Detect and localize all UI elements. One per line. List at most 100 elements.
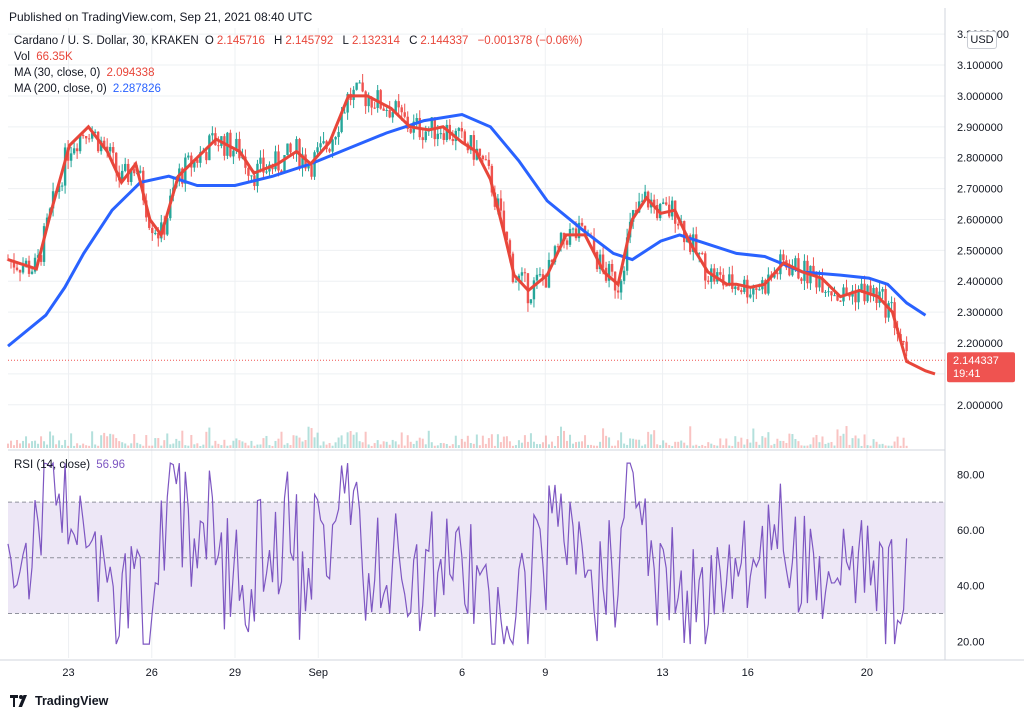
volume-bar (70, 433, 73, 448)
ma30-legend[interactable]: MA (30, close, 0) 2.094338 (14, 67, 157, 79)
volume-bar (178, 440, 181, 448)
candle-body (734, 286, 737, 289)
volume-bar (136, 442, 139, 448)
volume-bar (587, 444, 590, 448)
volume-bar (46, 444, 49, 448)
volume-bar (37, 443, 40, 448)
candle-body (334, 137, 337, 140)
volume-bar (223, 439, 226, 448)
volume-bar (391, 439, 394, 448)
candle-body (643, 191, 647, 201)
volume-bar (556, 436, 559, 448)
volume-bar (448, 445, 451, 448)
candle-body (289, 143, 292, 153)
candle-body (307, 165, 310, 169)
volume-bar (460, 438, 463, 448)
volume-bar (202, 444, 205, 448)
volume-bar (379, 444, 382, 448)
rsi-value: 56.96 (96, 459, 126, 471)
candle-body (478, 148, 482, 156)
volume-bar (665, 442, 668, 448)
volume-bar (584, 435, 587, 448)
x-tick-label: 13 (656, 667, 668, 679)
volume-bar (626, 444, 629, 448)
volume-bar (662, 440, 665, 448)
volume-bar (842, 433, 845, 448)
footer-brand[interactable]: TradingView (10, 694, 108, 708)
candle-body (313, 152, 316, 177)
volume-bar (313, 437, 316, 448)
candle-body (361, 82, 364, 92)
volume-bar (713, 445, 716, 448)
rsi-tick-label: 20.00 (957, 636, 985, 648)
candle-body (358, 82, 361, 84)
volume-bar (175, 438, 178, 448)
volume-bar (397, 444, 400, 448)
x-tick-label: Sep (308, 667, 328, 679)
candle-body (337, 131, 340, 138)
candle-body (166, 218, 169, 235)
volume-bar (746, 439, 749, 448)
volume-bar (836, 429, 839, 448)
candle-body (430, 117, 433, 131)
candle-body (262, 157, 265, 173)
symbol-legend[interactable]: Cardano / U. S. Dollar, 30, KRAKEN O 2.14… (14, 35, 585, 47)
ohlc-low: L 2.132314 (342, 35, 400, 47)
volume-bar (421, 438, 424, 448)
volume-bar (373, 443, 376, 448)
volume-bar (340, 435, 343, 448)
volume-bar (370, 445, 373, 448)
volume-bar (100, 435, 103, 448)
volume-legend[interactable]: Vol 66.35K (14, 51, 76, 63)
volume-bar (334, 442, 337, 448)
candle-body (277, 151, 280, 171)
candle-body (24, 260, 28, 267)
candle-body (556, 246, 560, 248)
y-tick-label: 2.200000 (957, 338, 1003, 350)
volume-bar (160, 445, 163, 448)
volume-bar (526, 441, 529, 448)
volume-bar (103, 432, 106, 448)
volume-bar (563, 430, 566, 448)
candle-body (670, 200, 674, 217)
candle-body (725, 285, 728, 287)
volume-bar (761, 436, 764, 448)
candle-body (72, 148, 76, 154)
volume-bar (19, 443, 22, 448)
candle-body (151, 227, 154, 234)
volume-bar (244, 442, 247, 448)
volume-bar (623, 443, 626, 448)
y-tick-label: 3.100000 (957, 60, 1003, 72)
volume-bar (475, 434, 478, 448)
volume-bar (22, 440, 25, 448)
candle-body (701, 253, 704, 255)
candle-body (364, 91, 367, 107)
candle-body (607, 263, 611, 281)
candle-body (391, 112, 394, 118)
volume-bar (599, 441, 602, 448)
volume-bar (550, 441, 553, 448)
candle-body (890, 302, 893, 304)
x-tick-label: 26 (146, 667, 158, 679)
candle-body (559, 232, 563, 248)
volume-bar (520, 442, 523, 448)
volume-bar (511, 445, 514, 448)
rsi-legend[interactable]: RSI (14, close) 56.96 (14, 459, 128, 471)
ma200-legend[interactable]: MA (200, close, 0) 2.287826 (14, 83, 164, 95)
volume-bar (97, 445, 100, 448)
volume-bar (839, 435, 842, 448)
y-tick-label: 2.800000 (957, 153, 1003, 165)
currency-button[interactable]: USD (967, 31, 997, 49)
volume-bar (361, 442, 364, 448)
volume-bar (791, 434, 794, 448)
volume-bar (259, 444, 262, 448)
candle-body (514, 281, 518, 283)
volume-bar (352, 434, 355, 448)
volume-bar (88, 445, 91, 448)
volume-bar (617, 440, 620, 448)
volume-bar (608, 437, 611, 448)
candle-body (457, 128, 461, 131)
volume-bar (887, 445, 890, 448)
candle-body (238, 138, 241, 159)
